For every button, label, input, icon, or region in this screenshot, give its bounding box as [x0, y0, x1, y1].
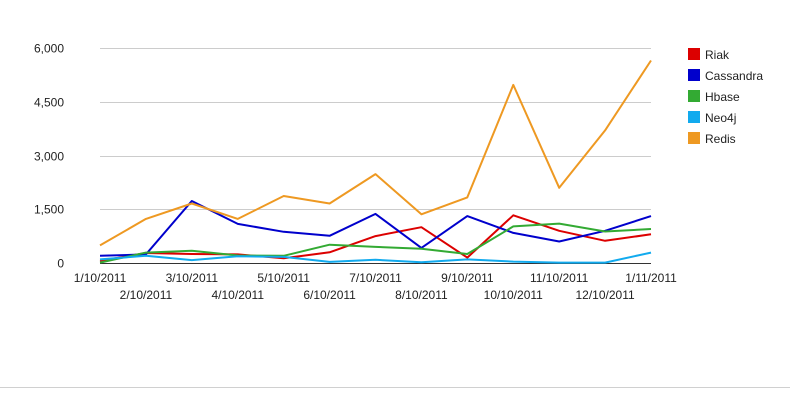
legend: Riak Cassandra Hbase Neo4j Redis — [688, 48, 763, 146]
y-tick-label: 0 — [57, 257, 64, 271]
legend-label: Hbase — [705, 90, 740, 104]
series-line-hbase — [99, 222, 652, 264]
legend-swatch — [688, 48, 700, 60]
x-tick-label: 11/10/2011 — [530, 271, 589, 285]
x-tick-label: 2/10/2011 — [120, 288, 173, 302]
x-tick-label: 3/10/2011 — [166, 271, 219, 285]
legend-item-cassandra[interactable]: Cassandra — [688, 69, 763, 83]
legend-item-redis[interactable]: Redis — [688, 132, 736, 146]
y-tick-label: 3,000 — [34, 150, 64, 164]
series-line-riak — [99, 214, 652, 262]
bottom-divider — [0, 387, 790, 388]
x-tick-label: 6/10/2011 — [303, 288, 356, 302]
legend-label: Redis — [705, 132, 736, 146]
legend-label: Riak — [705, 48, 730, 62]
series-line-neo4j — [99, 251, 652, 264]
legend-swatch — [688, 111, 700, 123]
legend-swatch — [688, 90, 700, 102]
x-axis-ticks: 1/10/2011 2/10/2011 3/10/2011 4/10/2011 5/10… — [74, 271, 677, 302]
legend-item-neo4j[interactable]: Neo4j — [688, 111, 736, 125]
grid-lines — [100, 48, 651, 264]
legend-item-riak[interactable]: Riak — [688, 48, 730, 62]
x-tick-label: 10/10/2011 — [484, 288, 543, 302]
legend-swatch — [688, 132, 700, 144]
series-line-redis — [99, 59, 652, 247]
y-tick-label: 4,500 — [34, 96, 64, 110]
x-tick-label: 9/10/2011 — [441, 271, 494, 285]
x-tick-label: 8/10/2011 — [395, 288, 448, 302]
legend-label: Cassandra — [705, 69, 763, 83]
x-tick-label: 4/10/2011 — [212, 288, 265, 302]
x-tick-label: 7/10/2011 — [349, 271, 402, 285]
y-tick-label: 1,500 — [34, 203, 64, 217]
x-tick-label: 1/11/2011 — [625, 271, 677, 285]
x-tick-label: 5/10/2011 — [257, 271, 310, 285]
series-line-cassandra — [99, 200, 652, 257]
legend-swatch — [688, 69, 700, 81]
x-tick-label: 1/10/2011 — [74, 271, 127, 285]
legend-label: Neo4j — [705, 111, 736, 125]
y-tick-label: 6,000 — [34, 42, 64, 56]
series-lines — [99, 59, 652, 264]
y-axis-ticks: 0 1,500 3,000 4,500 6,000 — [34, 42, 64, 271]
legend-item-hbase[interactable]: Hbase — [688, 90, 740, 104]
x-tick-label: 12/10/2011 — [575, 288, 634, 302]
